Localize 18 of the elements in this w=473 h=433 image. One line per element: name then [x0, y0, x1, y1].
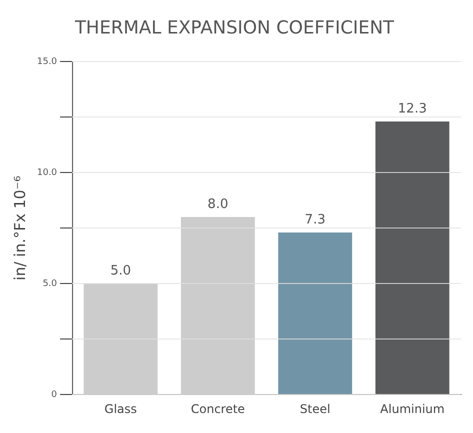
x-tick-label: Concrete: [190, 402, 245, 416]
bar: [84, 284, 158, 394]
bar: [278, 232, 352, 394]
data-label: 8.0: [208, 196, 228, 212]
y-tick-label: 15.0: [36, 56, 58, 67]
x-tick-label: Steel: [300, 402, 330, 416]
x-tick-label: Glass: [104, 402, 137, 416]
data-label: 7.3: [304, 212, 326, 228]
y-axis-title: in/ in.°Fx 10⁻⁶: [10, 176, 29, 280]
data-label: 5.0: [110, 263, 132, 278]
y-tick-label: 5.0: [42, 278, 58, 289]
x-tick-label: Aluminium: [380, 402, 445, 416]
y-tick-label: 0: [51, 390, 58, 400]
chart-title: THERMAL EXPANSION COEFFICIENT: [74, 17, 396, 38]
bar: [375, 122, 450, 394]
y-tick-label: 10.0: [36, 168, 58, 178]
data-label: 12.3: [398, 101, 427, 116]
bar: [180, 217, 255, 394]
